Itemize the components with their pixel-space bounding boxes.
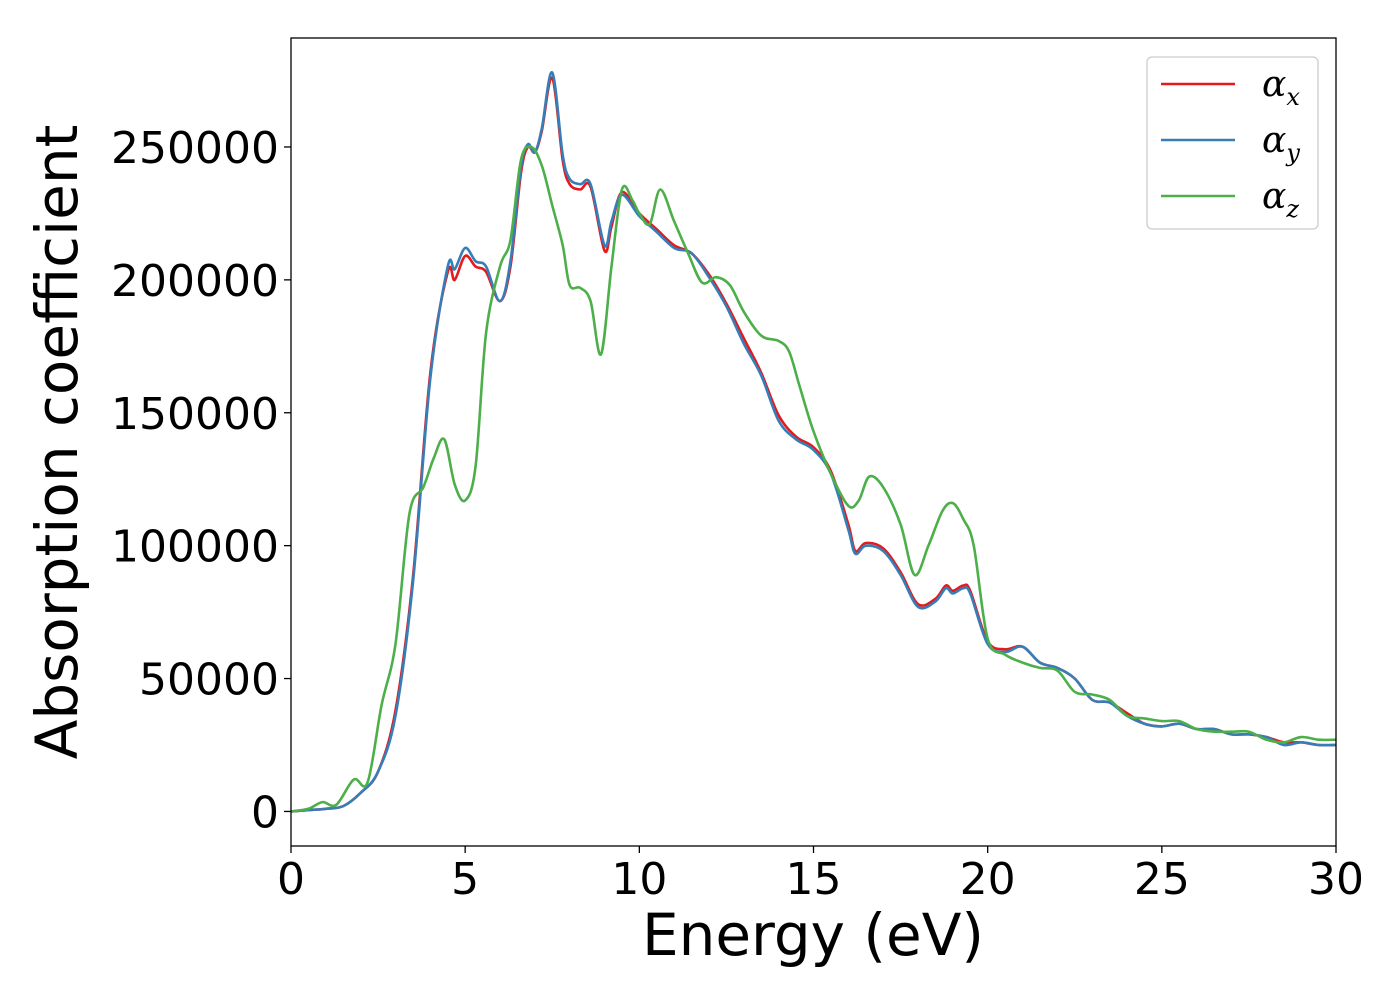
x-tick-label: 5: [451, 854, 479, 905]
y-tick-label: 200000: [111, 256, 279, 307]
y-axis-ticks: 0 50000 100000 150000 200000 250000: [111, 123, 291, 838]
legend-subscript: z: [1285, 195, 1299, 223]
y-tick-label: 150000: [111, 389, 279, 440]
series-line-x: [291, 76, 1336, 813]
x-tick-label: 20: [960, 854, 1016, 905]
y-axis-label: Absorption coefficient: [23, 125, 91, 760]
y-tick-label: 100000: [111, 522, 279, 573]
legend-label-x: αx: [1262, 64, 1300, 111]
y-tick-label: 0: [251, 787, 279, 838]
x-tick-label: 0: [277, 854, 305, 905]
legend-label-z: αz: [1262, 176, 1299, 223]
series-layer: [291, 71, 1336, 813]
legend-subscript: x: [1286, 83, 1300, 111]
legend-symbol: α: [1262, 120, 1286, 161]
x-tick-label: 15: [786, 854, 842, 905]
legend-symbol: α: [1262, 176, 1286, 217]
legend-symbol: α: [1262, 64, 1286, 105]
legend-box: [1146, 56, 1319, 230]
y-tick-label: 50000: [139, 655, 279, 706]
x-tick-label: 10: [611, 854, 667, 905]
x-axis-ticks: 0 5 10 15 20 25 30: [277, 846, 1364, 905]
legend-subscript: y: [1285, 139, 1300, 167]
legend-label-y: αy: [1262, 120, 1300, 167]
series-line-z: [291, 145, 1336, 813]
x-tick-label: 25: [1134, 854, 1190, 905]
y-tick-label: 250000: [111, 123, 279, 174]
x-axis-label: Energy (eV): [642, 901, 984, 969]
x-tick-label: 30: [1308, 854, 1364, 905]
